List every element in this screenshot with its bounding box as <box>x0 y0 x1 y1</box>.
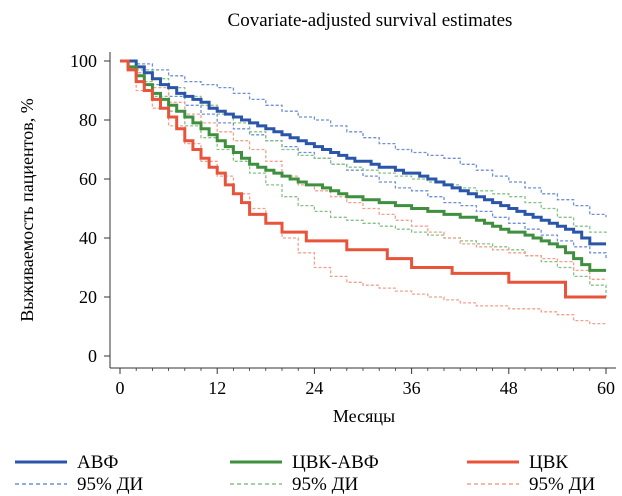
y-axis-label: Выживаемость пациентов, % <box>17 98 37 321</box>
x-tick-label: 0 <box>116 378 125 398</box>
y-tick-label: 100 <box>70 51 97 71</box>
legend-ci-label: 95% ДИ <box>292 474 359 495</box>
series-line-cvk-avf-ci-upper <box>120 60 607 236</box>
y-tick-label: 60 <box>79 169 97 189</box>
x-ticks: 0 12 24 36 48 60 <box>116 368 615 398</box>
legend-ci-label: 95% ДИ <box>529 474 596 495</box>
x-tick-label: 60 <box>597 378 615 398</box>
series-line-cvk <box>120 59 606 299</box>
y-ticks: 0 20 40 60 80 100 <box>70 51 110 366</box>
x-axis-label: Месяцы <box>333 406 395 426</box>
x-tick-label: 12 <box>208 378 226 398</box>
series-line-cvk-avf-ci-lower <box>120 60 607 297</box>
legend-ci-label: 95% ДИ <box>77 474 144 495</box>
series-line-avf <box>120 59 606 246</box>
legend-label: АВФ <box>77 452 118 473</box>
chart-title: Covariate-adjusted survival estimates <box>228 10 513 31</box>
y-tick-label: 80 <box>79 110 97 130</box>
y-tick-label: 40 <box>79 228 97 248</box>
x-tick-label: 48 <box>500 378 518 398</box>
y-tick-label: 0 <box>88 346 97 366</box>
axes <box>109 52 616 369</box>
legend-label: ЦВК <box>529 452 568 473</box>
series-line-cvk-avf <box>120 59 606 272</box>
x-tick-label: 36 <box>403 378 421 398</box>
plot-lines <box>120 59 607 325</box>
y-tick-label: 20 <box>79 287 97 307</box>
x-tick-label: 24 <box>305 378 323 398</box>
legend-label: ЦВК-АВФ <box>292 452 379 473</box>
series-line-avf-ci-upper <box>120 60 607 218</box>
